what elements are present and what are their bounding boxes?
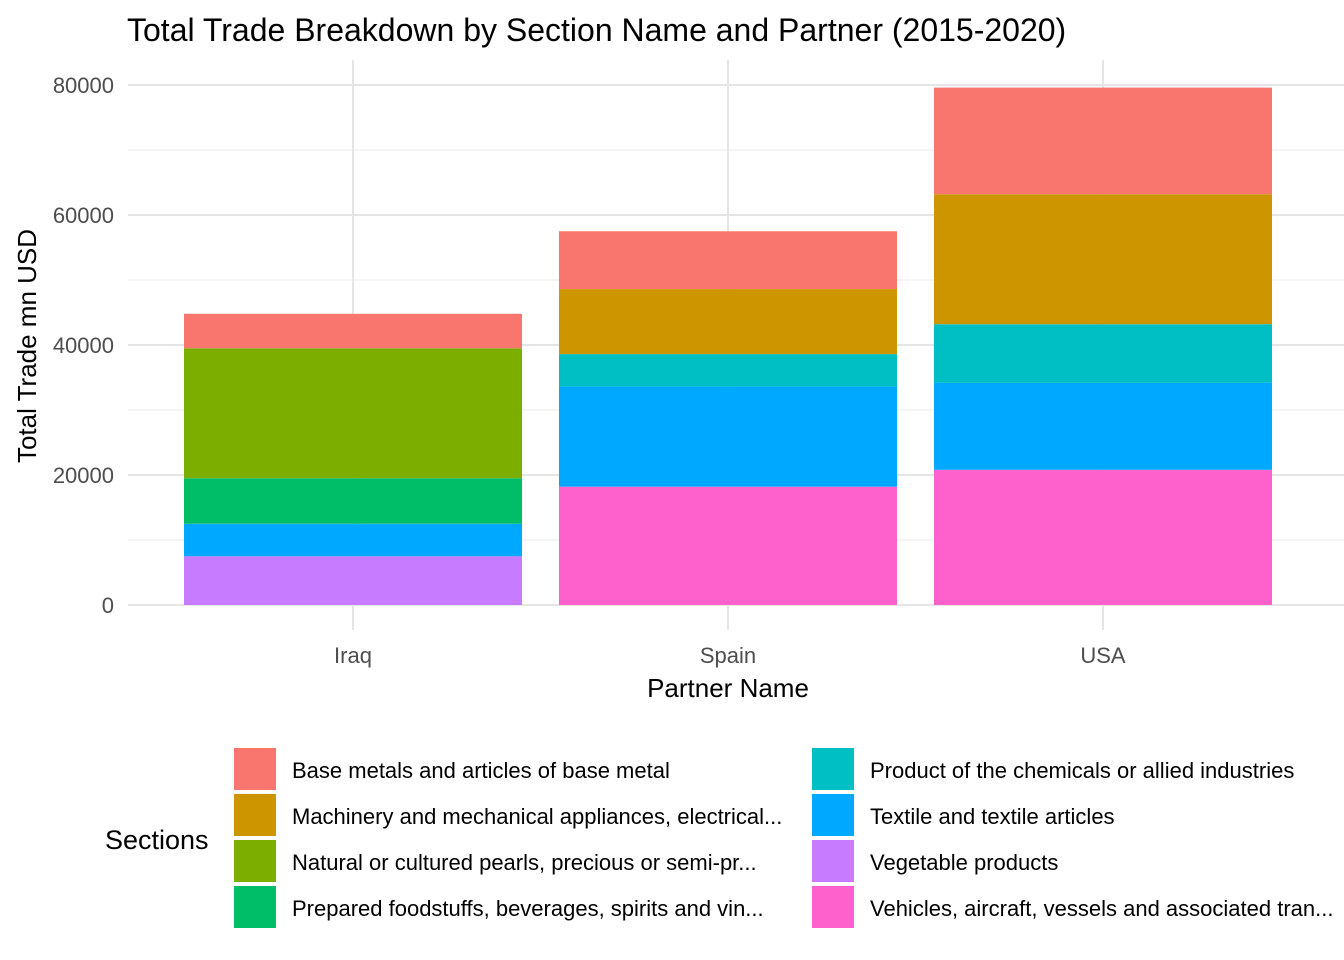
bar-segment-usa (934, 194, 1272, 325)
legend-label: Base metals and articles of base metal (292, 758, 670, 783)
bar-segment-iraq (184, 523, 522, 557)
bar-segment-iraq (184, 313, 522, 349)
legend: Sections Base metals and articles of bas… (105, 748, 1333, 928)
x-axis-title: Partner Name (647, 673, 809, 703)
y-tick-label: 40000 (53, 333, 114, 358)
y-tick-label: 20000 (53, 463, 114, 488)
bar-segment-iraq (184, 556, 522, 605)
legend-label: Textile and textile articles (870, 804, 1115, 829)
bar-segment-usa (934, 469, 1272, 605)
bar-segment-spain (559, 289, 897, 355)
y-tick-label: 0 (102, 593, 114, 618)
legend-label: Product of the chemicals or allied indus… (870, 758, 1294, 783)
axes: 0 20000 40000 60000 80000 Iraq Spain USA (53, 73, 1126, 668)
legend-label: Machinery and mechanical appliances, ele… (292, 804, 782, 829)
legend-key (234, 840, 276, 882)
x-tick-label: Spain (700, 643, 756, 668)
legend-title: Sections (105, 825, 209, 855)
bar-segment-iraq (184, 478, 522, 524)
x-tick-label: Iraq (334, 643, 372, 668)
legend-key (812, 840, 854, 882)
y-tick-label: 80000 (53, 73, 114, 98)
bar-segment-usa (934, 324, 1272, 383)
legend-label: Vehicles, aircraft, vessels and associat… (870, 896, 1333, 921)
legend-label: Natural or cultured pearls, precious or … (292, 850, 757, 875)
bar-segment-spain (559, 354, 897, 387)
legend-key (812, 748, 854, 790)
legend-key (234, 886, 276, 928)
bar-segment-spain (559, 386, 897, 487)
bar-segment-usa (934, 87, 1272, 195)
bar-segment-iraq (184, 348, 522, 479)
legend-label: Prepared foodstuffs, beverages, spirits … (292, 896, 764, 921)
chart-title: Total Trade Breakdown by Section Name an… (127, 12, 1066, 48)
x-tick-label: USA (1080, 643, 1126, 668)
legend-label: Vegetable products (870, 850, 1058, 875)
y-axis-title: Total Trade mn USD (12, 229, 42, 463)
bars (184, 87, 1272, 605)
y-tick-label: 60000 (53, 203, 114, 228)
legend-key (812, 886, 854, 928)
legend-key (812, 794, 854, 836)
legend-key (234, 748, 276, 790)
bar-segment-spain (559, 231, 897, 290)
bar-segment-spain (559, 486, 897, 605)
legend-key (234, 794, 276, 836)
bar-segment-usa (934, 382, 1272, 470)
